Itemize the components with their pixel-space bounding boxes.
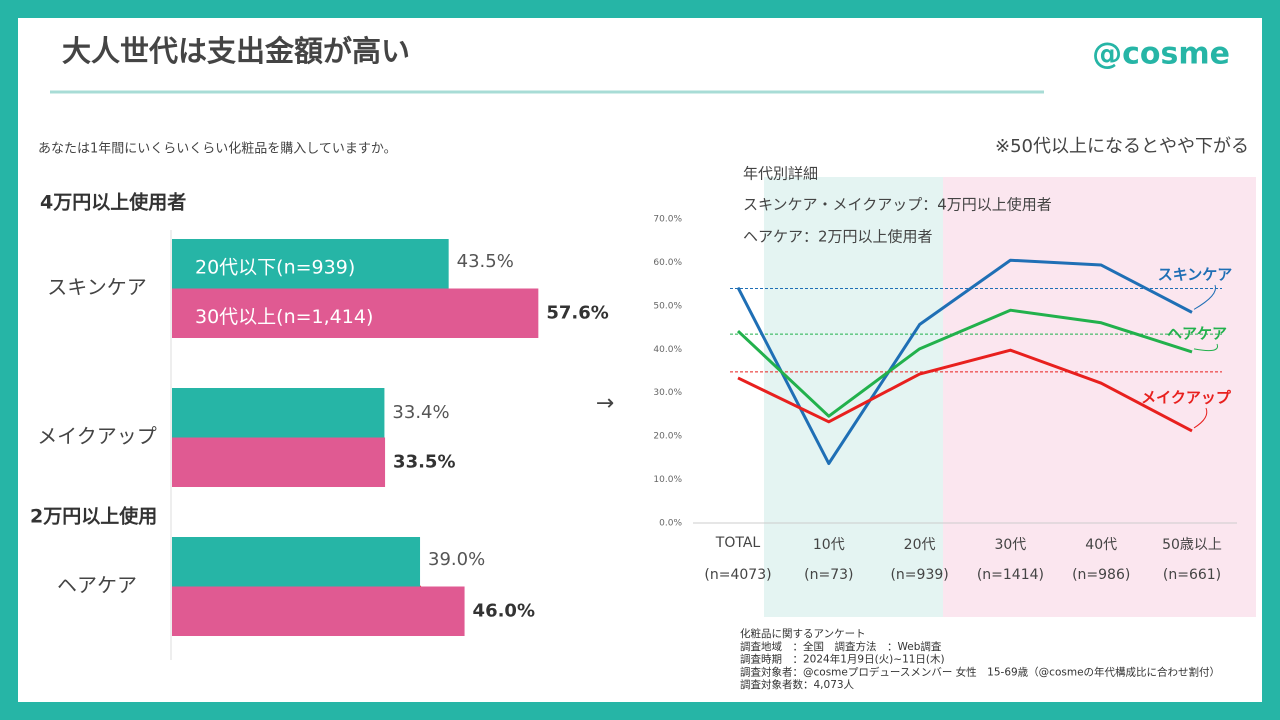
question: あなたは1年間にいくらいくらい化粧品を購入していますか。 xyxy=(38,142,397,157)
bar xyxy=(172,388,385,438)
value-label: 33.5% xyxy=(393,451,455,472)
x-tick-sublabel: (n=4073) xyxy=(704,567,771,583)
y-tick-label: 40.0% xyxy=(653,345,682,355)
logo: @cosme xyxy=(1092,37,1230,72)
x-tick-sublabel: (n=73) xyxy=(804,567,853,583)
footnote: 調査対象者数：4,073人 xyxy=(740,678,855,691)
value-label: 57.6% xyxy=(546,302,608,323)
series-label: ヘアケア xyxy=(1167,325,1227,343)
category-label: ヘアケア xyxy=(57,573,137,597)
series-label: スキンケア xyxy=(1158,266,1233,284)
series-line xyxy=(736,308,1193,418)
legend-label: 20代以下(n=939) xyxy=(195,256,355,278)
x-tick-label: TOTAL xyxy=(715,535,761,551)
x-tick-label: 20代 xyxy=(904,537,936,553)
note: ヘアケア：2万円以上使用者 xyxy=(743,228,933,246)
x-tick-sublabel: (n=939) xyxy=(890,567,948,583)
y-tick-label: 30.0% xyxy=(653,388,682,398)
x-tick-label: 30代 xyxy=(994,537,1026,553)
x-tick-label: 40代 xyxy=(1085,537,1117,553)
category-label: スキンケア xyxy=(47,275,146,299)
series-line xyxy=(736,258,1193,466)
footnote: 化粧品に関するアンケート xyxy=(740,627,866,640)
arrow-right: → xyxy=(596,391,614,416)
note: 年代別詳細 xyxy=(743,165,818,183)
value-label: 43.5% xyxy=(457,251,514,272)
y-tick-label: 70.0% xyxy=(653,215,682,225)
y-tick-label: 0.0% xyxy=(659,519,682,529)
annotation: ※50代以上になるとやや下がる xyxy=(995,136,1249,157)
value-label: 33.4% xyxy=(392,402,449,423)
y-tick-label: 50.0% xyxy=(653,301,682,311)
x-tick-sublabel: (n=661) xyxy=(1163,567,1221,583)
y-tick-label: 10.0% xyxy=(653,475,682,485)
footnote: 調査地域 ：全国 調査方法 ：Web調査 xyxy=(740,640,942,653)
series-label: メイクアップ xyxy=(1141,389,1232,407)
bar xyxy=(172,586,465,636)
y-tick-label: 20.0% xyxy=(653,432,682,442)
value-label: 46.0% xyxy=(473,600,535,621)
x-tick-sublabel: (n=986) xyxy=(1072,567,1130,583)
y-tick-label: 60.0% xyxy=(653,258,682,268)
bar xyxy=(172,437,386,487)
bar xyxy=(172,537,421,587)
bar xyxy=(172,239,449,289)
x-tick-sublabel: (n=1414) xyxy=(977,567,1044,583)
x-tick-label: 10代 xyxy=(813,537,845,553)
section-label: 2万円以上使用 xyxy=(30,506,157,528)
leader xyxy=(1193,284,1217,310)
leader xyxy=(1193,343,1219,352)
section-label: 4万円以上使用者 xyxy=(40,192,186,214)
footnote: 調査時期 ：2024年1月9日(火)~11日(木) xyxy=(740,653,945,666)
category-label: メイクアップ xyxy=(37,424,157,448)
band-adult xyxy=(943,177,1256,617)
value-label: 39.0% xyxy=(428,549,485,570)
legend-label: 30代以上(n=1,414) xyxy=(195,306,373,328)
x-tick-label: 50歳以上 xyxy=(1162,537,1222,553)
note: スキンケア・メイクアップ：4万円以上使用者 xyxy=(743,196,1052,214)
series-line xyxy=(737,348,1193,433)
bar xyxy=(172,288,539,338)
leader xyxy=(1193,407,1208,429)
slide-title: 大人世代は支出金額が高い xyxy=(62,34,410,68)
footnote: 調査対象者：@cosmeプロデュースメンバー 女性 15-69歳（@cosmeの… xyxy=(740,665,1220,678)
